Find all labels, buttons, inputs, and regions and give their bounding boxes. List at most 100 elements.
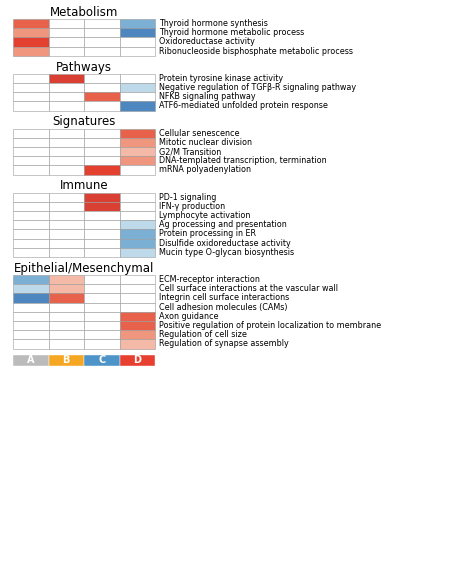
Bar <box>120 211 155 220</box>
Bar <box>84 147 120 156</box>
Bar <box>84 340 120 349</box>
Bar <box>13 340 49 349</box>
Text: Thyroid hormone metabolic process: Thyroid hormone metabolic process <box>159 28 304 37</box>
Bar <box>120 166 155 175</box>
Bar <box>13 156 49 166</box>
Bar <box>13 312 49 321</box>
Bar <box>84 211 120 220</box>
Text: NFKB signaling pathway: NFKB signaling pathway <box>159 92 255 101</box>
Bar <box>84 220 120 230</box>
Bar <box>13 330 49 340</box>
Text: Mitotic nuclear division: Mitotic nuclear division <box>159 138 252 147</box>
Bar <box>13 166 49 175</box>
Bar <box>13 147 49 156</box>
Text: G2/M Transition: G2/M Transition <box>159 147 221 156</box>
Bar <box>49 275 84 284</box>
Bar <box>120 275 155 284</box>
Bar <box>49 74 84 83</box>
Bar <box>120 83 155 92</box>
Bar <box>49 37 84 46</box>
Bar <box>120 101 155 111</box>
Bar <box>120 19 155 28</box>
Bar <box>49 303 84 312</box>
Bar <box>120 354 155 366</box>
Bar <box>120 92 155 101</box>
Bar <box>13 19 49 28</box>
Bar <box>13 284 49 293</box>
Bar <box>84 293 120 303</box>
Text: ATF6-mediated unfolded protein response: ATF6-mediated unfolded protein response <box>159 101 328 111</box>
Bar <box>84 275 120 284</box>
Bar <box>120 193 155 202</box>
Bar <box>49 83 84 92</box>
Bar <box>120 74 155 83</box>
Bar <box>84 239 120 248</box>
Bar <box>49 147 84 156</box>
Text: Regulation of synapse assembly: Regulation of synapse assembly <box>159 340 289 349</box>
Bar <box>13 230 49 239</box>
Bar <box>49 156 84 166</box>
Bar <box>84 101 120 111</box>
Text: DNA-templated transcription, termination: DNA-templated transcription, termination <box>159 156 327 166</box>
Text: mRNA polyadenylation: mRNA polyadenylation <box>159 166 251 175</box>
Bar <box>120 239 155 248</box>
Text: Signatures: Signatures <box>53 115 116 128</box>
Bar <box>49 92 84 101</box>
Bar <box>84 19 120 28</box>
Bar <box>120 330 155 340</box>
Bar <box>120 293 155 303</box>
Bar <box>13 321 49 330</box>
Bar <box>13 92 49 101</box>
Bar <box>84 83 120 92</box>
Bar <box>49 312 84 321</box>
Text: Regulation of cell size: Regulation of cell size <box>159 331 247 339</box>
Bar <box>84 321 120 330</box>
Bar <box>49 220 84 230</box>
Bar <box>120 138 155 147</box>
Bar <box>13 74 49 83</box>
Bar <box>84 312 120 321</box>
Bar <box>120 156 155 166</box>
Bar <box>49 340 84 349</box>
Bar <box>84 92 120 101</box>
Bar <box>120 202 155 211</box>
Bar <box>120 220 155 230</box>
Bar <box>84 28 120 37</box>
Bar <box>120 147 155 156</box>
Bar <box>120 312 155 321</box>
Bar <box>49 211 84 220</box>
Bar <box>84 330 120 340</box>
Bar <box>13 239 49 248</box>
Bar <box>13 211 49 220</box>
Text: Ag processing and presentation: Ag processing and presentation <box>159 221 287 229</box>
Bar <box>84 303 120 312</box>
Bar <box>84 156 120 166</box>
Bar <box>49 166 84 175</box>
Bar <box>13 193 49 202</box>
Bar <box>120 248 155 257</box>
Bar <box>120 46 155 56</box>
Text: Pathways: Pathways <box>56 61 112 74</box>
Bar <box>49 354 84 366</box>
Text: Lymphocyte activation: Lymphocyte activation <box>159 211 250 220</box>
Bar <box>120 321 155 330</box>
Text: Disulfide oxidoreductase activity: Disulfide oxidoreductase activity <box>159 239 291 248</box>
Text: Integrin cell surface interactions: Integrin cell surface interactions <box>159 294 289 303</box>
Bar <box>49 138 84 147</box>
Text: C: C <box>98 355 105 365</box>
Text: Mucin type O-glycan biosynthesis: Mucin type O-glycan biosynthesis <box>159 248 294 257</box>
Bar <box>120 129 155 138</box>
Bar <box>49 321 84 330</box>
Bar <box>49 193 84 202</box>
Bar <box>13 248 49 257</box>
Bar <box>49 19 84 28</box>
Bar <box>49 202 84 211</box>
Bar <box>49 239 84 248</box>
Text: Ribonucleoside bisphosphate metabolic process: Ribonucleoside bisphosphate metabolic pr… <box>159 46 353 56</box>
Text: ECM-receptor interaction: ECM-receptor interaction <box>159 275 260 284</box>
Text: Metabolism: Metabolism <box>50 6 118 19</box>
Bar <box>13 303 49 312</box>
Bar <box>13 37 49 46</box>
Bar <box>13 220 49 230</box>
Text: Negative regulation of TGFβ-R signaling pathway: Negative regulation of TGFβ-R signaling … <box>159 83 356 92</box>
